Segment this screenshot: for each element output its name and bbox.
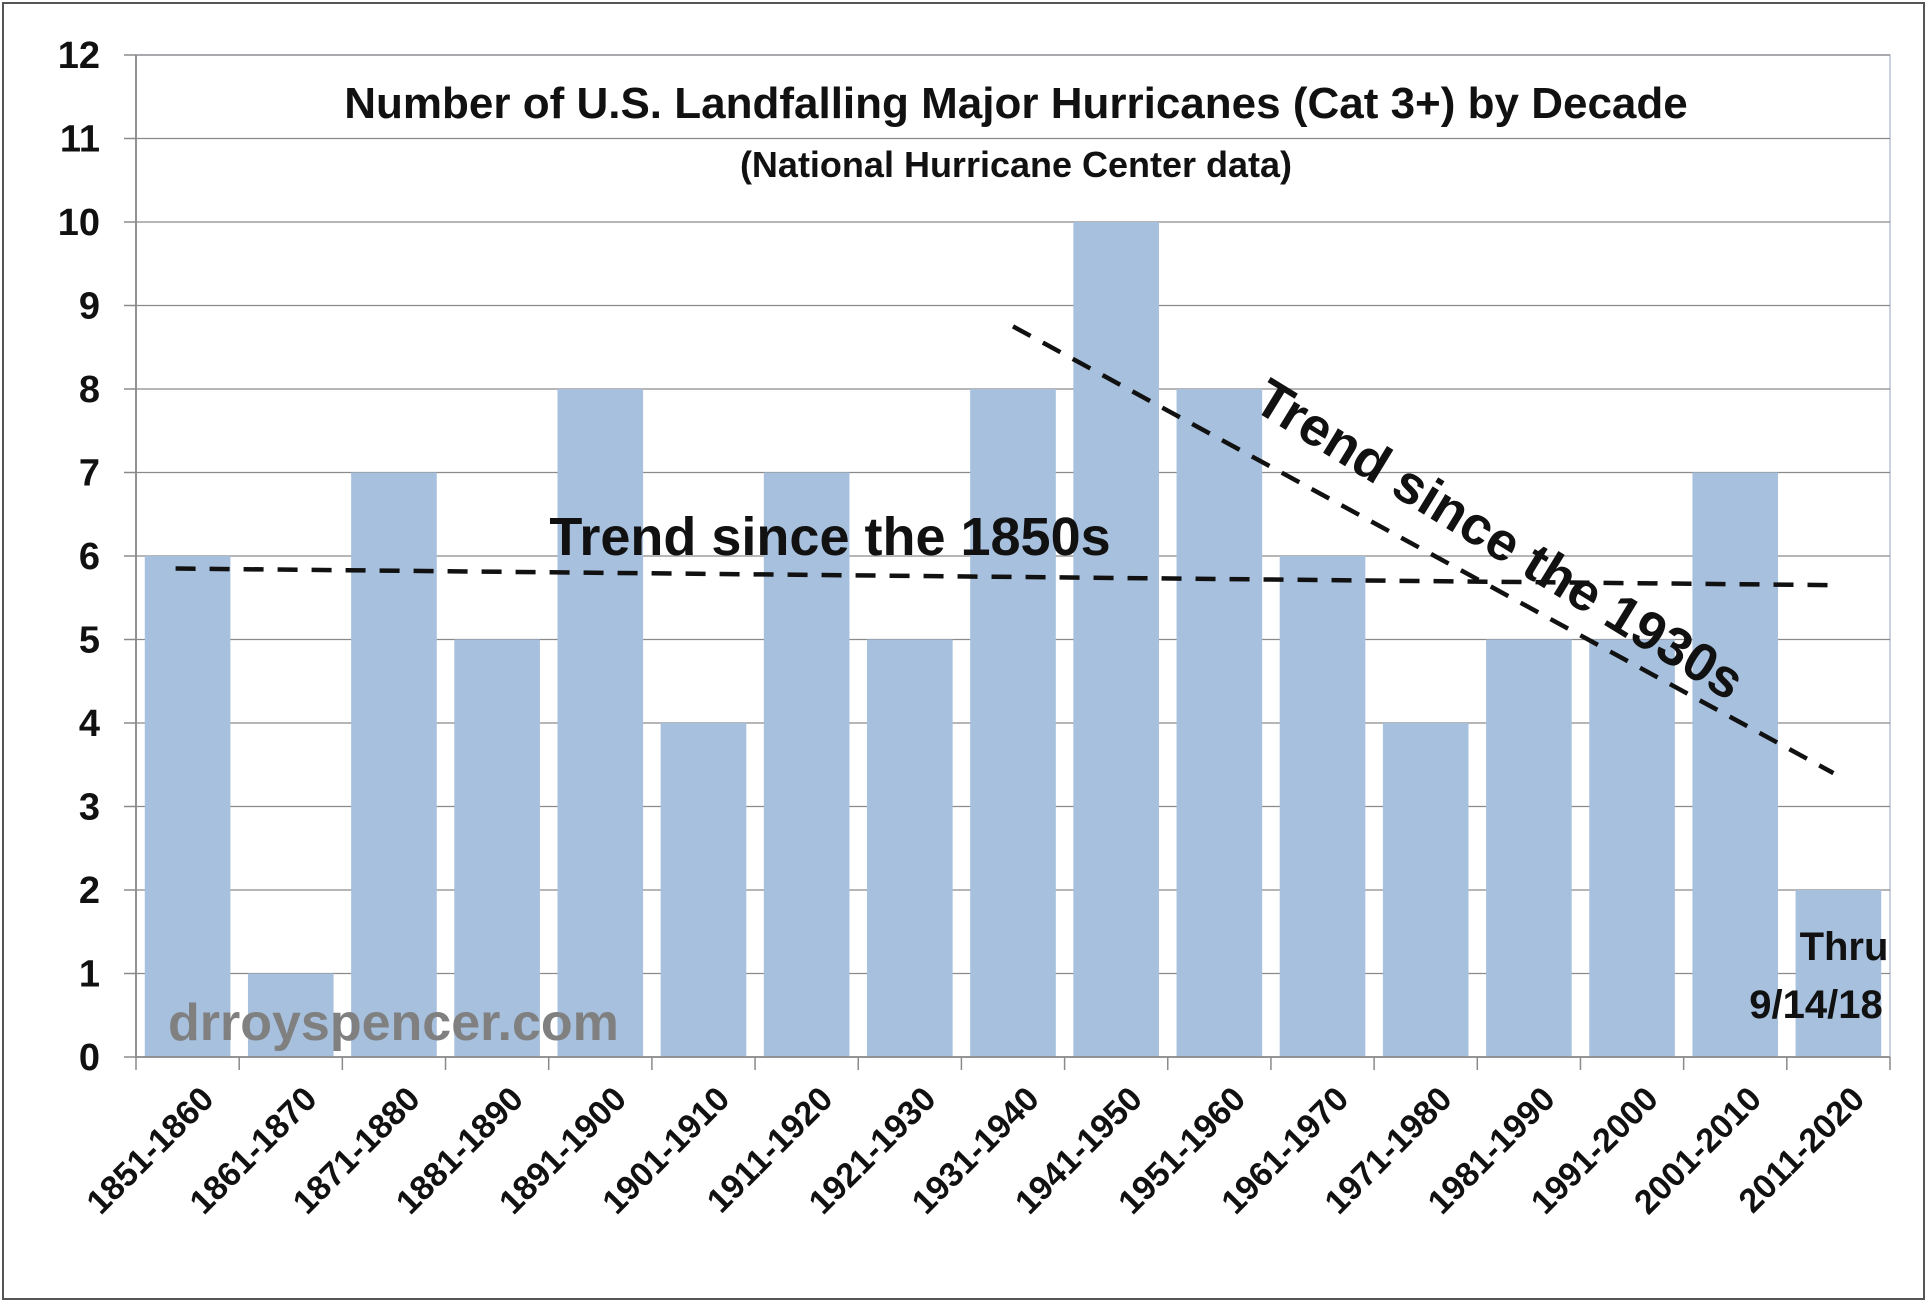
trend-line-1: [175, 566, 1839, 588]
bar-1901-1910: [660, 723, 747, 1057]
text-layer: Number of U.S. Landfalling Major Hurrica…: [168, 79, 1888, 1052]
chart-subtitle: (National Hurricane Center data): [740, 144, 1292, 185]
note-date: 9/14/18: [1749, 983, 1882, 1027]
bar-1911-1920: [763, 472, 850, 1057]
bar-1871-1880: [351, 472, 437, 1057]
watermark-text: drroyspencer.com: [168, 994, 619, 1052]
ytick-label-5: 5: [79, 620, 100, 662]
bar-1881-1890: [454, 639, 540, 1057]
ytick-label-9: 9: [79, 286, 100, 328]
trend-line-2: [1011, 324, 1835, 776]
bar-2001-2010: [1692, 472, 1779, 1057]
bar-1971-1980: [1382, 723, 1469, 1057]
bar-1891-1900: [557, 389, 644, 1057]
bar-1981-1990: [1486, 639, 1572, 1057]
ytick-label-3: 3: [79, 787, 100, 829]
ytick-label-4: 4: [79, 703, 100, 745]
trend-label-1: Trend since the 1850s: [549, 507, 1110, 567]
ytick-label-10: 10: [58, 202, 100, 244]
ytick-label-6: 6: [79, 536, 100, 578]
ytick-label-2: 2: [79, 870, 100, 912]
bar-1851-1860: [144, 556, 231, 1057]
bar-layer: [144, 222, 1882, 1057]
bar-1961-1970: [1279, 556, 1366, 1057]
ytick-label-12: 12: [58, 35, 100, 77]
ytick-label-1: 1: [79, 954, 100, 996]
bar-1941-1950: [1073, 222, 1159, 1057]
bar-1861-1870: [247, 973, 334, 1057]
chart-title: Number of U.S. Landfalling Major Hurrica…: [344, 79, 1688, 128]
note-thru: Thru: [1800, 925, 1889, 969]
ytick-label-7: 7: [79, 453, 100, 495]
ytick-label-8: 8: [79, 369, 100, 411]
bar-2011-2020: [1795, 890, 1882, 1057]
bar-1951-1960: [1176, 389, 1263, 1057]
ytick-label-11: 11: [60, 119, 100, 161]
ytick-label-0: 0: [79, 1037, 100, 1079]
bar-1991-2000: [1589, 639, 1675, 1057]
bar-1921-1930: [867, 639, 953, 1057]
bar-1931-1940: [970, 389, 1056, 1057]
